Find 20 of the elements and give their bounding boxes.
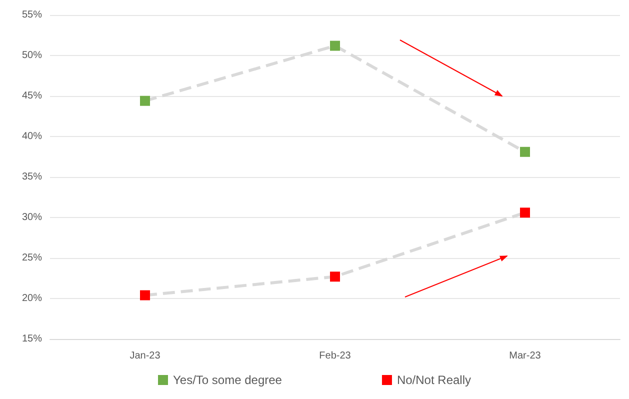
y-tick-label: 45% — [22, 90, 42, 102]
y-tick-label: 35% — [22, 172, 42, 182]
x-tick-label: Jan-23 — [130, 350, 161, 362]
point — [140, 290, 150, 300]
legend-label: Yes/To some degree — [173, 373, 282, 387]
y-tick-label: 30% — [22, 212, 42, 223]
y-tick-label: 50% — [22, 50, 42, 61]
y-tick-label: 25% — [22, 252, 42, 264]
y-tick-label: 40% — [22, 131, 42, 142]
point — [520, 146, 530, 157]
x-tick-label: Mar-23 — [509, 350, 542, 362]
point — [330, 272, 340, 282]
point — [520, 208, 530, 218]
point — [140, 96, 150, 106]
y-tick-label: 15% — [22, 334, 42, 344]
y-tick-label: 55% — [22, 10, 42, 20]
x-tick-label: Feb-23 — [319, 350, 352, 362]
point — [330, 40, 340, 51]
legend-label: No/Not Really — [396, 373, 471, 387]
y-tick-label: 20% — [22, 293, 42, 304]
